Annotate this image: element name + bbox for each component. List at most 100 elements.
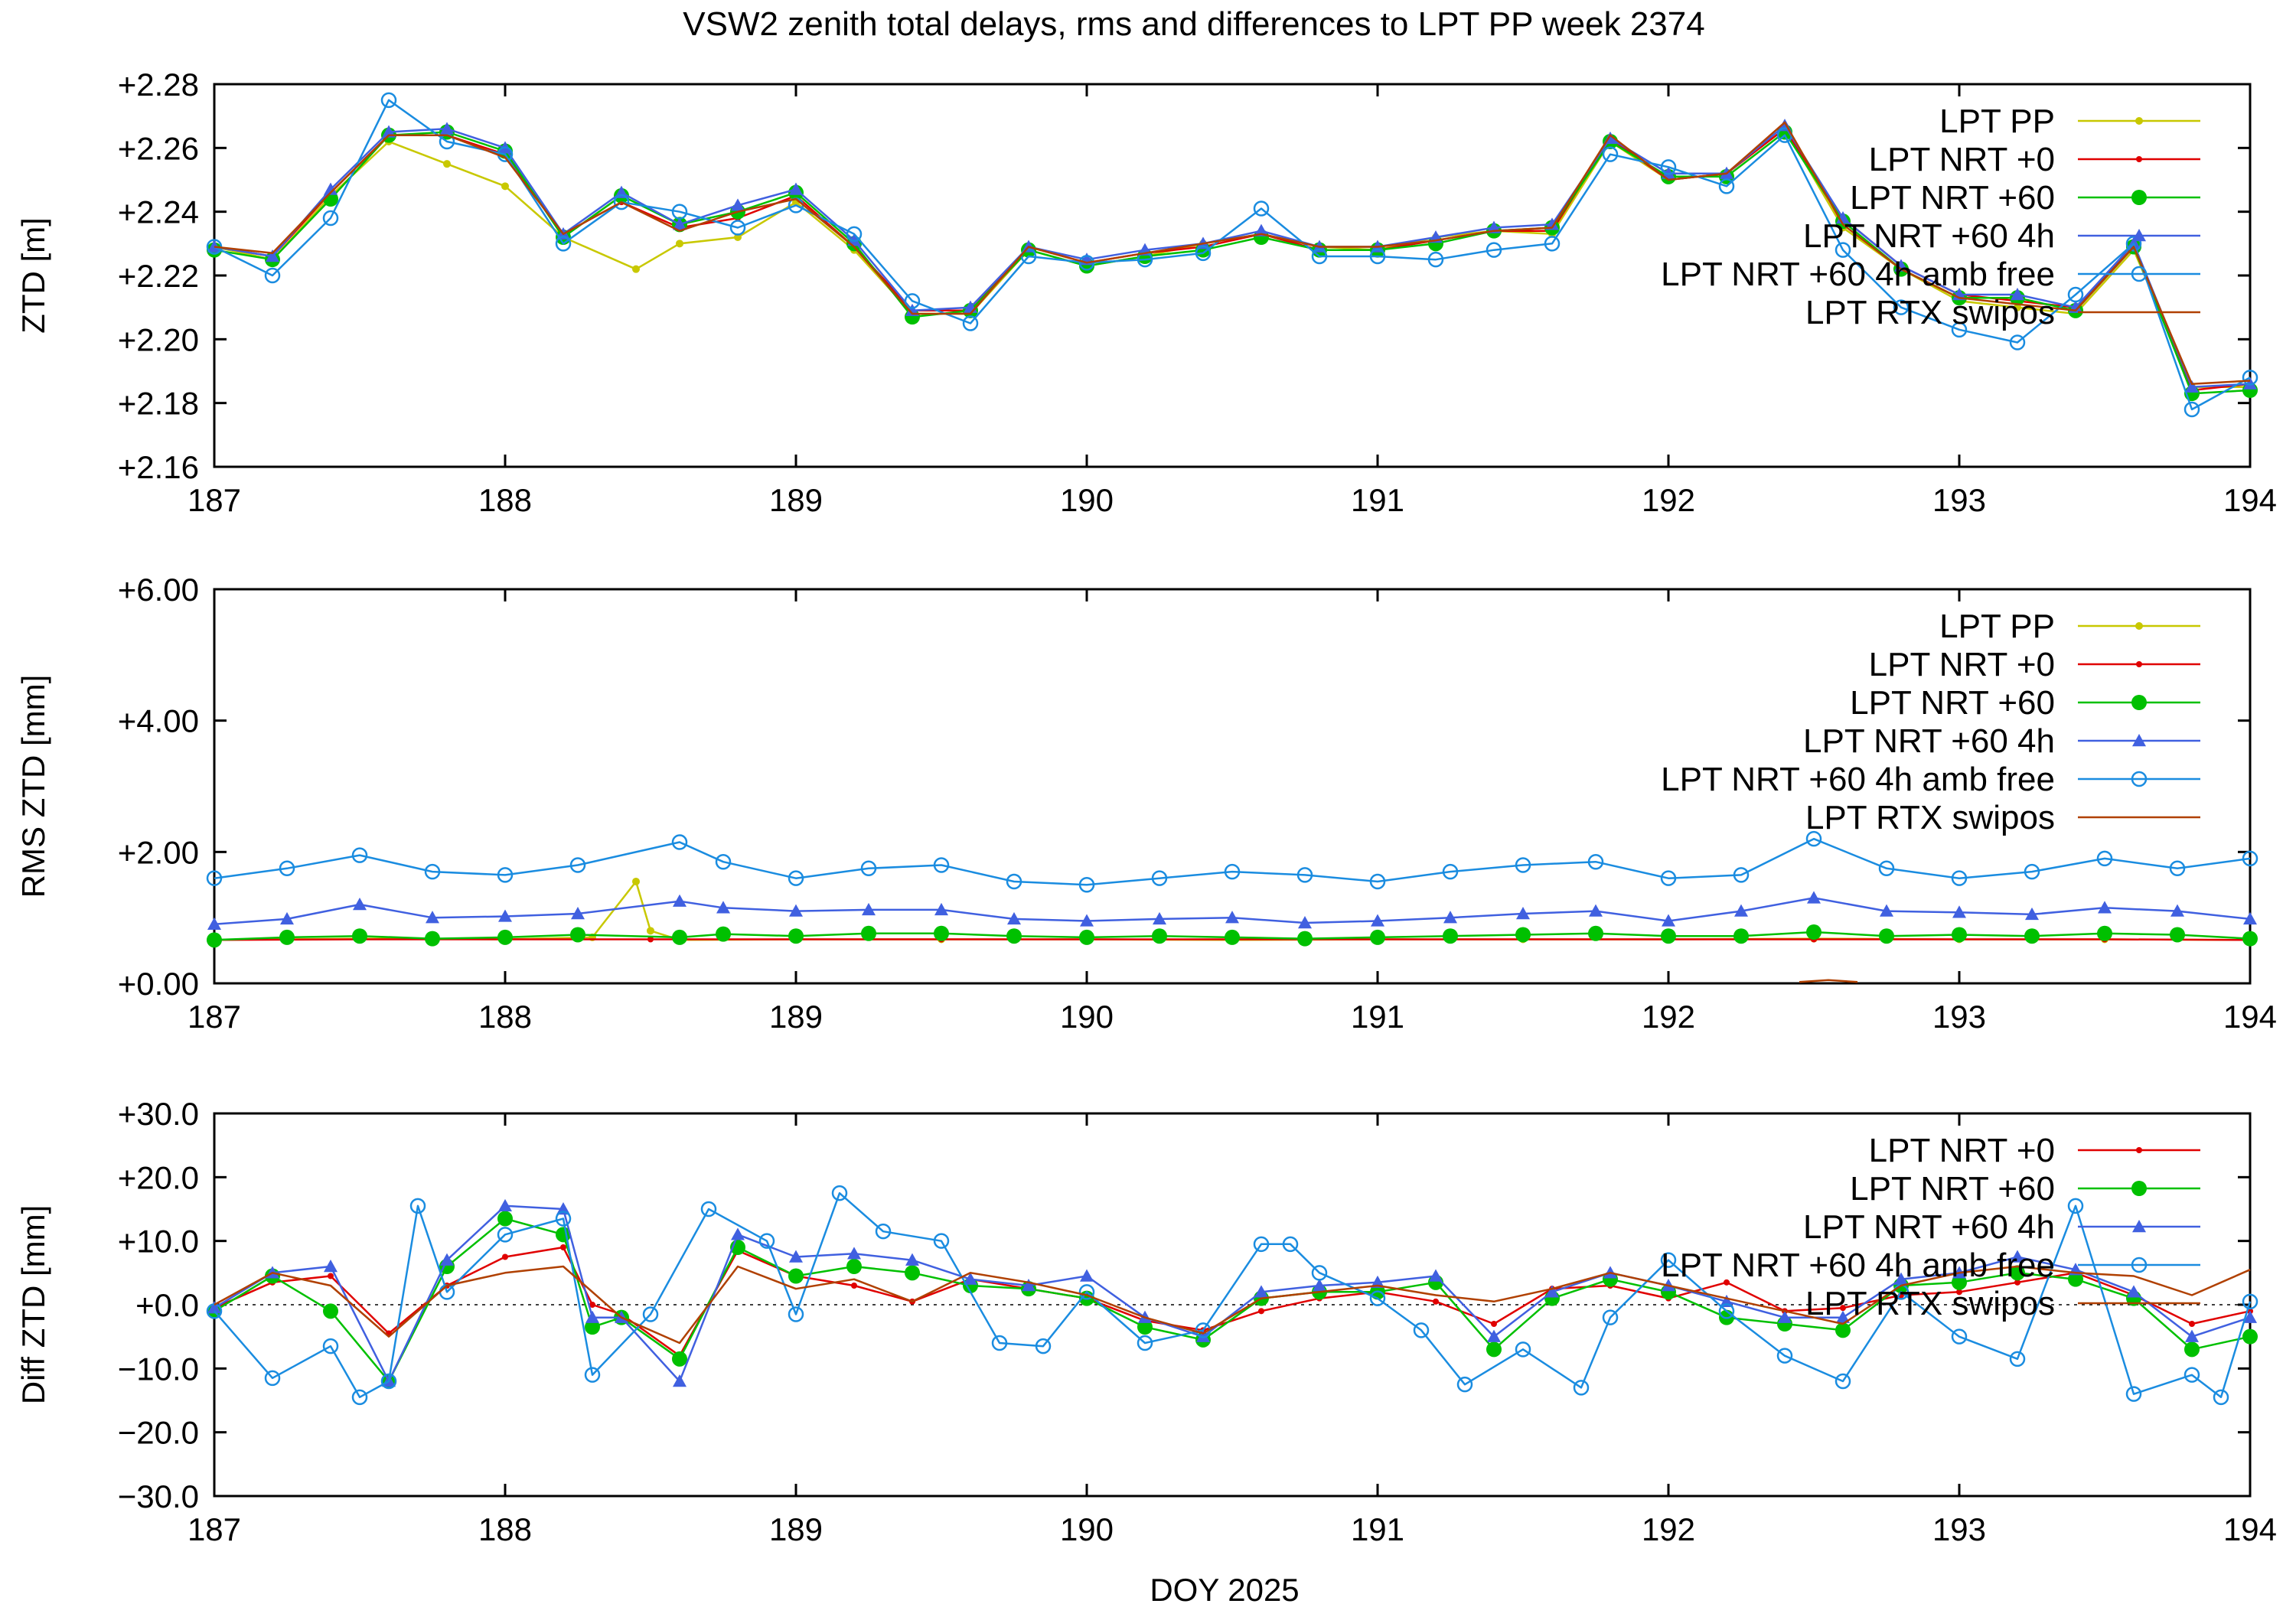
data-point — [1660, 159, 1677, 175]
data-point — [498, 1198, 512, 1212]
data-point — [324, 1260, 338, 1273]
data-point — [788, 928, 804, 944]
data-point — [555, 1211, 572, 1227]
data-point — [676, 240, 683, 248]
legend-label: LPT RTX swipos — [1805, 294, 2055, 331]
data-point — [426, 911, 439, 924]
data-point — [1952, 905, 1966, 918]
data-point — [1225, 929, 1240, 945]
data-point — [1137, 1335, 1153, 1351]
data-point — [322, 210, 339, 227]
data-point — [497, 1211, 513, 1227]
data-point — [2024, 928, 2040, 944]
legend-marker — [2131, 771, 2148, 787]
data-point — [716, 901, 730, 914]
data-point — [2242, 370, 2258, 386]
legend-label: LPT NRT +60 4h — [1803, 217, 2055, 255]
data-point — [1254, 1285, 1268, 1298]
data-point — [2067, 286, 2084, 303]
data-point — [1835, 1373, 1851, 1390]
data-point — [1195, 245, 1212, 262]
data-point — [585, 1319, 600, 1335]
data-point — [1313, 1279, 1326, 1292]
legend-marker — [2132, 229, 2146, 242]
x-tick-label: 188 — [478, 999, 532, 1035]
data-point — [1952, 1274, 1967, 1290]
data-point — [1951, 870, 1968, 886]
x-tick-label: 189 — [769, 999, 823, 1035]
data-point — [788, 870, 804, 886]
legend-label: LPT RTX swipos — [1805, 799, 2055, 836]
data-point — [266, 249, 279, 262]
data-point — [934, 902, 948, 916]
data-point — [1491, 1321, 1497, 1327]
data-point — [2125, 1386, 2142, 1402]
data-point — [1733, 867, 1750, 883]
data-point — [207, 917, 221, 930]
data-point — [861, 925, 876, 941]
y-axis-label: Diff ZTD [mm] — [15, 1205, 51, 1405]
y-tick-label: +2.20 — [118, 321, 199, 357]
data-point — [2184, 1341, 2200, 1358]
panels: 187 188 189 190 191 192 193 194 +2.16 +2.18 +2.20 +… — [15, 67, 2277, 1547]
data-point — [1369, 873, 1386, 890]
data-point — [570, 927, 585, 943]
data-point — [672, 1351, 687, 1367]
data-point — [1369, 1290, 1386, 1306]
data-point — [1006, 928, 1022, 944]
data-point — [846, 226, 863, 243]
legend-marker — [2131, 1257, 2148, 1273]
data-point — [613, 194, 630, 210]
y-tick-label: +0.00 — [118, 966, 199, 1002]
data-point — [1078, 255, 1095, 271]
data-point — [1006, 873, 1022, 890]
data-point — [497, 1227, 514, 1243]
data-point — [716, 926, 731, 942]
data-point — [2127, 1285, 2141, 1298]
data-point — [731, 1227, 745, 1240]
data-point — [425, 931, 440, 947]
data-point — [2067, 1198, 2084, 1214]
data-point — [2009, 1351, 2026, 1367]
data-point — [1371, 914, 1384, 927]
data-point — [2096, 850, 2113, 867]
data-point — [1894, 259, 1908, 272]
data-point — [1253, 200, 1270, 217]
data-point — [1022, 1279, 1035, 1292]
series-line — [214, 121, 2251, 385]
data-point — [1776, 1348, 1793, 1364]
data-point — [1588, 925, 1603, 941]
data-point — [1662, 166, 1675, 179]
data-point — [2025, 907, 2039, 921]
data-point — [280, 911, 294, 925]
data-point — [1807, 891, 1821, 904]
series-line — [1799, 979, 1858, 983]
x-tick-label: 194 — [2223, 482, 2277, 518]
y-tick-label: +0.0 — [135, 1287, 199, 1323]
data-point — [2170, 927, 2185, 943]
data-point — [1487, 1329, 1501, 1342]
data-point — [569, 857, 586, 873]
data-point — [2068, 1271, 2083, 1287]
data-point — [642, 1306, 659, 1322]
data-point — [671, 204, 688, 220]
data-point — [1516, 907, 1530, 920]
y-tick-label: +10.0 — [118, 1224, 199, 1260]
series-lpt-rtx-swipos — [1799, 979, 1858, 983]
y-tick-label: +2.28 — [118, 67, 199, 103]
legend-marker — [2132, 1220, 2146, 1233]
data-point — [1573, 1380, 1590, 1396]
data-point — [264, 267, 281, 284]
data-point — [1079, 929, 1094, 945]
y-tick-label: +2.22 — [118, 258, 199, 294]
data-point — [1778, 1310, 1792, 1323]
x-tick-label: 194 — [2223, 999, 2277, 1035]
data-point — [933, 1233, 950, 1249]
data-point — [584, 1367, 601, 1383]
data-point — [2010, 1265, 2025, 1281]
data-point — [1371, 1275, 1384, 1289]
data-point — [846, 1259, 862, 1274]
